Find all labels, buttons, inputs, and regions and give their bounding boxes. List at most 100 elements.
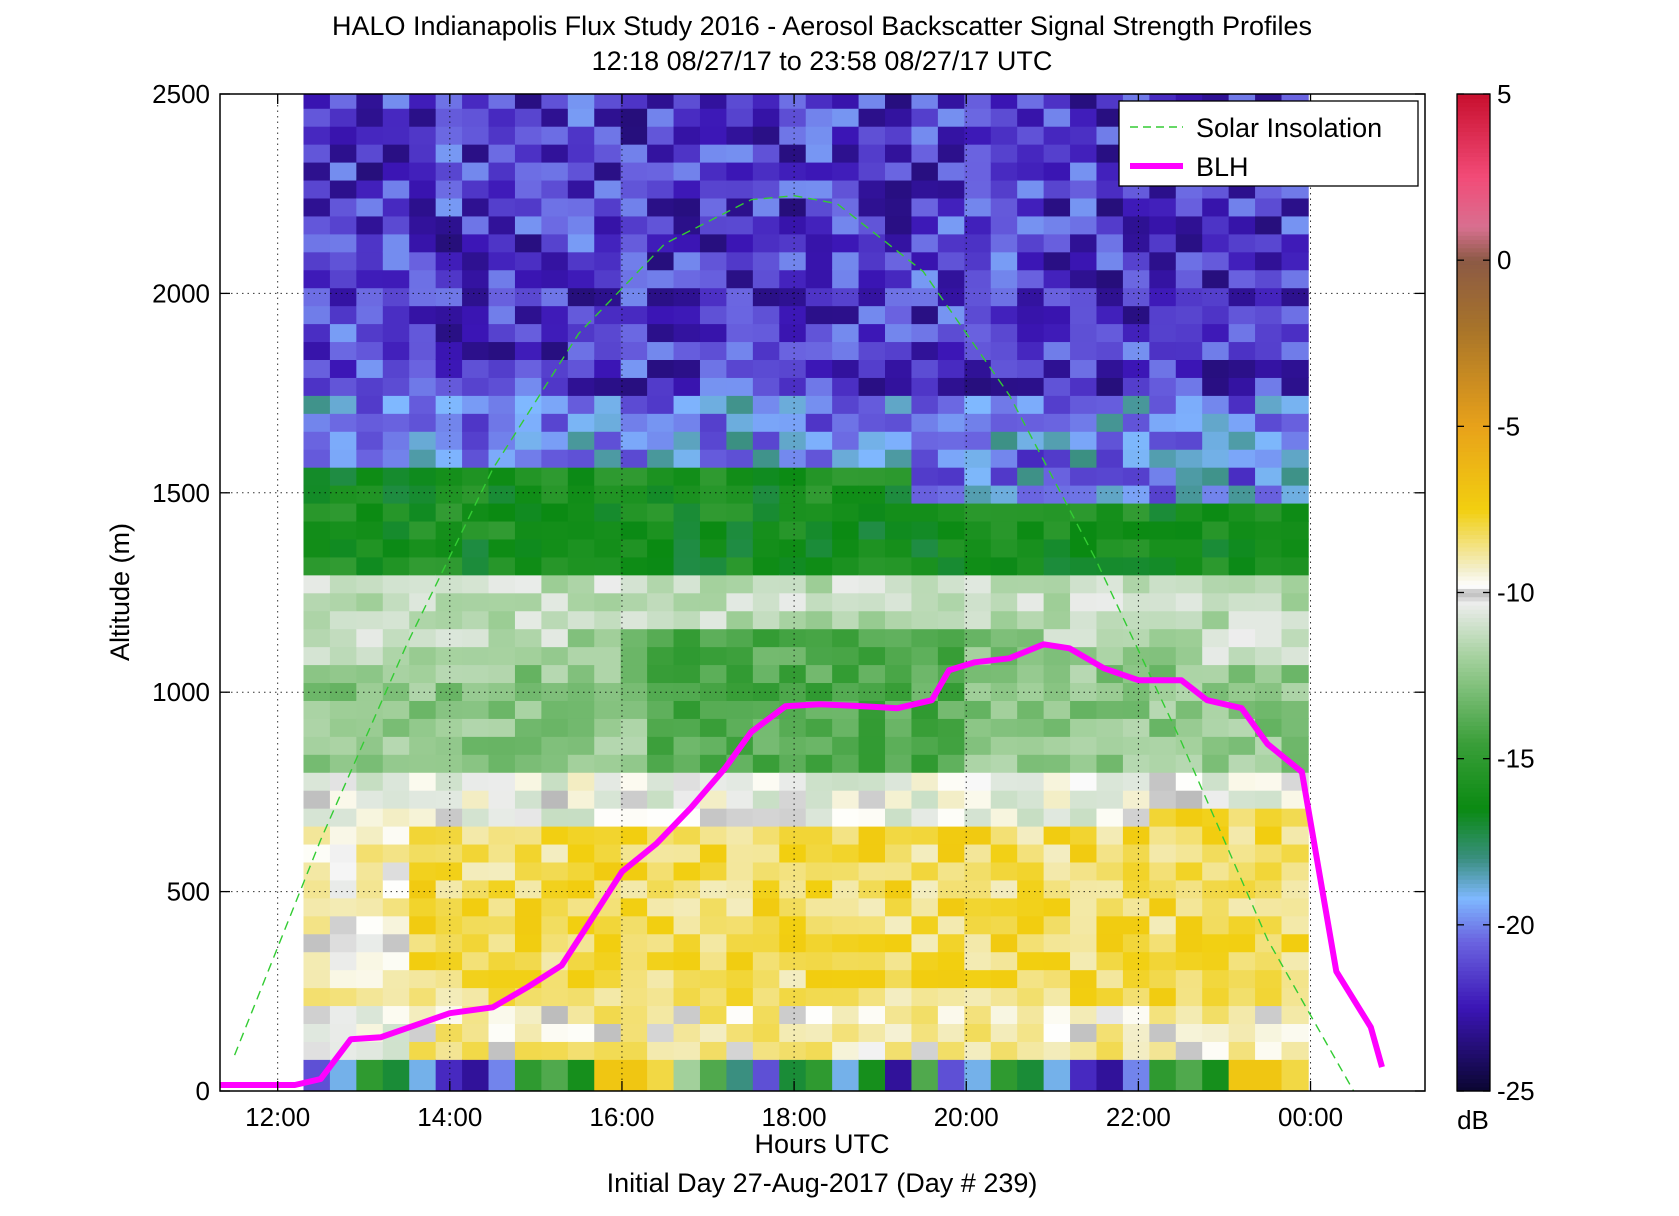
heatmap-cell: [752, 502, 781, 522]
heatmap-cell: [726, 538, 754, 558]
colorbar-segment: [1457, 94, 1490, 99]
heatmap-cell: [1149, 825, 1177, 845]
heatmap-cell: [1228, 556, 1256, 576]
heatmap-cell: [832, 987, 860, 1007]
heatmap-cell: [620, 879, 648, 899]
heatmap-cell: [514, 395, 543, 414]
heatmap-cell: [779, 879, 807, 899]
heatmap-cell: [356, 251, 384, 271]
heatmap-cell: [752, 413, 781, 432]
colorbar-segment: [1457, 152, 1490, 157]
colorbar-segment: [1457, 841, 1490, 847]
heatmap-cell: [726, 628, 754, 648]
heatmap-cell: [1255, 933, 1283, 953]
heatmap-cell: [409, 807, 437, 827]
heatmap-cell: [885, 915, 913, 935]
colorbar-segment: [1457, 895, 1490, 901]
heatmap-cell: [805, 771, 833, 791]
heatmap-cell: [1043, 323, 1071, 343]
heatmap-cell: [779, 520, 807, 540]
heatmap-cell: [964, 323, 992, 343]
heatmap-cell: [752, 520, 781, 540]
colorbar-segment: [1457, 293, 1490, 299]
heatmap-cell: [620, 628, 648, 648]
heatmap-cell: [329, 466, 358, 486]
heatmap-cell: [964, 538, 992, 558]
heatmap-cell: [1096, 754, 1124, 773]
heatmap-cell: [1228, 610, 1256, 630]
heatmap-cell: [541, 197, 569, 217]
heatmap-cell: [329, 251, 358, 271]
heatmap-cell: [885, 861, 913, 881]
heatmap-cell: [1255, 861, 1283, 881]
colorbar-segment: [1457, 1082, 1490, 1088]
heatmap-cell: [594, 718, 622, 737]
colorbar-segment: [1457, 193, 1490, 199]
heatmap-cell: [620, 754, 648, 773]
heatmap-cell: [832, 269, 860, 289]
heatmap-cell: [937, 861, 966, 881]
heatmap-cell: [990, 215, 1018, 235]
heatmap-cell: [779, 718, 807, 737]
heatmap-cell: [1043, 161, 1071, 181]
colorbar-segment: [1457, 920, 1490, 926]
colorbar-segment: [1457, 1024, 1490, 1030]
heatmap-cell: [752, 305, 781, 325]
heatmap-cell: [409, 879, 437, 899]
heatmap-cell: [726, 215, 754, 235]
heatmap-cell: [647, 466, 675, 486]
heatmap-cell: [964, 466, 992, 486]
heatmap-cell: [726, 646, 754, 666]
heatmap-cell: [435, 323, 463, 343]
heatmap-cell: [779, 305, 807, 325]
heatmap-cell: [647, 879, 675, 899]
heatmap-cell: [964, 933, 992, 953]
heatmap-cell: [911, 215, 939, 235]
heatmap-cell: [911, 933, 939, 953]
heatmap-cell: [858, 897, 886, 917]
heatmap-cell: [832, 161, 860, 181]
heatmap-cell: [1175, 807, 1204, 827]
heatmap-cell: [1202, 556, 1230, 576]
colorbar-segment: [1457, 555, 1490, 560]
heatmap-cell: [1281, 305, 1309, 325]
heatmap-cell: [990, 430, 1018, 450]
heatmap-cell: [435, 197, 463, 217]
colorbar-segment: [1457, 197, 1490, 203]
heatmap-cell: [488, 179, 516, 199]
heatmap-cell: [1017, 843, 1045, 863]
heatmap-cell: [462, 771, 490, 791]
heatmap-cell: [1096, 1041, 1124, 1060]
heatmap-cell: [356, 771, 384, 791]
colorbar-segment: [1457, 177, 1490, 182]
heatmap-cell: [329, 951, 358, 971]
heatmap-cell: [858, 754, 886, 773]
heatmap-cell: [1096, 197, 1124, 217]
heatmap-cell: [911, 323, 939, 343]
heatmap-cell: [1096, 143, 1124, 163]
heatmap-cell: [382, 807, 411, 827]
heatmap-cell: [356, 1041, 384, 1060]
heatmap-cell: [805, 646, 833, 666]
heatmap-cell: [990, 466, 1018, 486]
heatmap-cell: [1149, 574, 1177, 594]
heatmap-cell: [858, 646, 886, 666]
heatmap-cell: [805, 592, 833, 612]
heatmap-cell: [805, 502, 833, 522]
heatmap-cell: [1096, 933, 1124, 953]
heatmap-cell: [541, 143, 569, 163]
heatmap-cell: [1096, 825, 1124, 845]
heatmap-cell: [541, 1005, 569, 1025]
heatmap-cell: [1122, 861, 1151, 881]
heatmap-cell: [699, 718, 728, 737]
heatmap-cell: [1017, 610, 1045, 630]
heatmap-cell: [435, 987, 463, 1007]
heatmap-cell: [647, 269, 675, 289]
heatmap-cell: [832, 395, 860, 414]
heatmap-cell: [356, 646, 384, 666]
heatmap-cell: [832, 233, 860, 253]
heatmap-cell: [488, 592, 516, 612]
colorbar-segment: [1457, 737, 1490, 743]
heatmap-cell: [858, 466, 886, 486]
heatmap-cell: [885, 1059, 913, 1091]
